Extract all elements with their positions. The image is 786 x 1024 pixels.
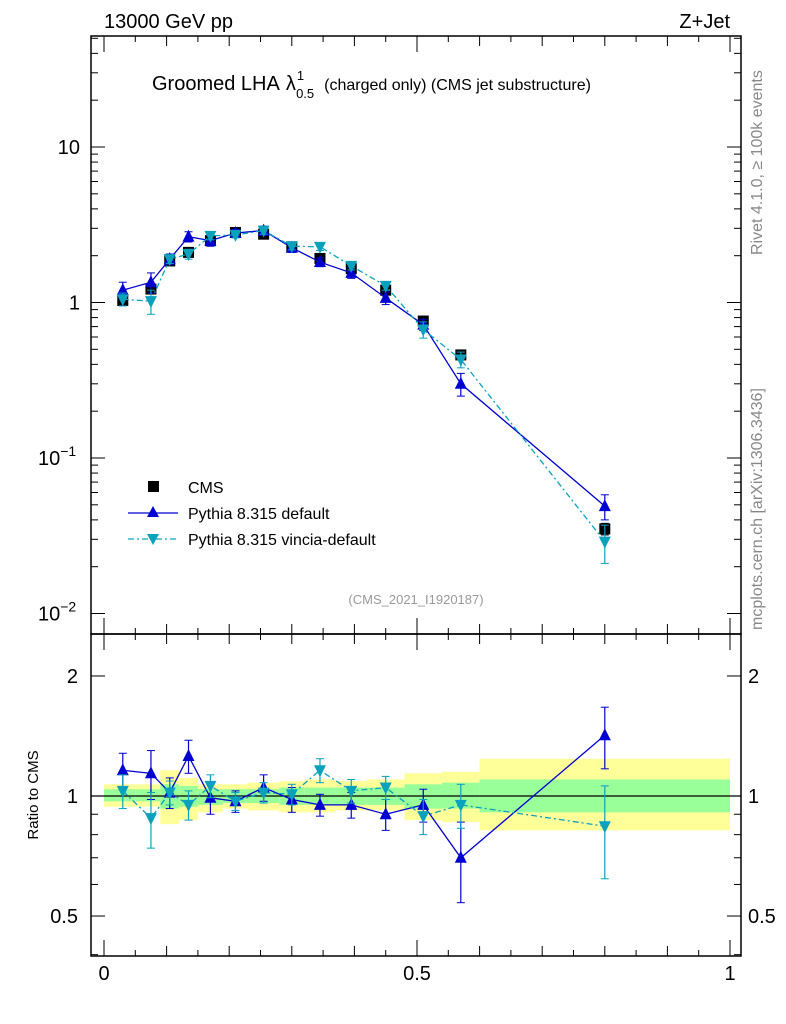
data-point [598,499,611,512]
data-point [285,241,298,254]
y-tick-label: 10 [58,137,80,159]
main-axis-ticks: 10 1 10−1 10−2 0 0.5 1 [38,36,741,985]
ratio-point [285,789,298,802]
ratio-point [182,799,195,812]
ratio-series [116,706,611,904]
legend-label-pythia-default: Pythia 8.315 default [188,506,330,523]
ratio-point [116,785,129,798]
title-main: Groomed LHA [152,73,280,95]
ratio-point [229,796,242,809]
ratio-line-pythia-8-315-default [122,734,606,859]
ratio-ylabel: Ratio to CMS [25,750,42,839]
data-point [417,324,430,337]
data-point [144,275,157,288]
ratio-tick-label-right: 1 [748,786,759,808]
y-tick-label: 10−1 [38,443,76,470]
ratio-tick-label-right: 2 [748,666,759,688]
data-point [163,254,176,267]
ratio-point [454,850,467,863]
legend-label-cms: CMS [188,480,224,497]
series-line-pythia-8-315-default [122,229,606,507]
data-point [116,294,129,307]
ratio-point [144,813,157,826]
series-line-pythia-8-315-vincia-default [122,229,606,543]
data-point [182,249,195,262]
legend-marker-pythia-vincia [147,534,159,545]
plot-title: Groomed LHA λ1 0.5 (charged only) (CMS jet … [152,68,591,101]
data-point [182,229,195,242]
ratio-point [116,763,129,776]
data-point [204,230,217,243]
ratio-point [379,807,392,820]
header-process: Z+Jet [679,11,730,33]
ratio-point [204,780,217,793]
ratio-tick-label-left: 0.5 [50,906,78,928]
series-pythia-8-315-vincia-default [116,225,611,564]
x-tick-label: 0.5 [403,963,431,985]
ratio-tick-label-left: 1 [67,786,78,808]
ratio-point [144,766,157,779]
data-point [598,536,611,549]
ratio-point [454,799,467,812]
data-point [345,260,358,273]
ratio-tick-label-left: 2 [67,666,78,688]
ratio-point [345,797,358,810]
ratio-axis-ticks: 2 2 1 1 0.5 0.5 [50,666,776,956]
rivet-version-label: Rivet 4.1.0, ≥ 100k events [749,70,766,255]
title-suffix: (charged only) (CMS jet substructure) [324,77,591,94]
ratio-tick-label-right: 0.5 [748,906,776,928]
legend-marker-cms [148,481,159,492]
data-point [313,241,326,254]
data-point [257,225,270,238]
ratio-frame [90,633,742,957]
x-tick-label: 1 [724,963,735,985]
title-sup: 1 [297,68,304,83]
y-tick-label: 1 [69,293,80,315]
analysis-id: (CMS_2021_I1920187) [348,592,483,607]
ratio-point [163,787,176,800]
ratio-point [313,765,326,778]
band-green-bin [104,789,136,802]
data-point [454,376,467,389]
data-point [379,280,392,293]
legend-label-pythia-vincia: Pythia 8.315 vincia-default [188,532,376,549]
data-point [144,296,157,309]
ratio-series-pythia-8-315-vincia-default [116,758,611,880]
data-point [229,229,242,242]
series-pythia-8-315-default [116,223,611,521]
ratio-point [182,748,195,761]
legend-marker-pythia-default [147,506,159,517]
data-point [116,283,129,296]
header-energy: 13000 GeV pp [104,11,233,33]
x-tick-label: 0 [98,963,109,985]
ratio-point [598,821,611,834]
ratio-line-pythia-8-315-vincia-default [122,769,605,827]
mcplots-label: mcplots.cern.ch [arXiv:1306.3436] [749,388,766,630]
ratio-point [313,797,326,810]
ratio-point [598,728,611,741]
data-point [313,255,326,268]
ratio-point [379,782,392,795]
legend: CMS Pythia 8.315 default Pythia 8.315 vi… [128,480,376,549]
title-symbol: λ [286,73,296,95]
ratio-point [257,787,270,800]
data-point [454,354,467,367]
y-tick-label: 10−2 [38,599,76,626]
ratio-point [417,811,430,824]
main-series [116,223,611,564]
data-point [379,290,392,303]
title-sub: 0.5 [296,86,314,101]
ratio-point [345,785,358,798]
